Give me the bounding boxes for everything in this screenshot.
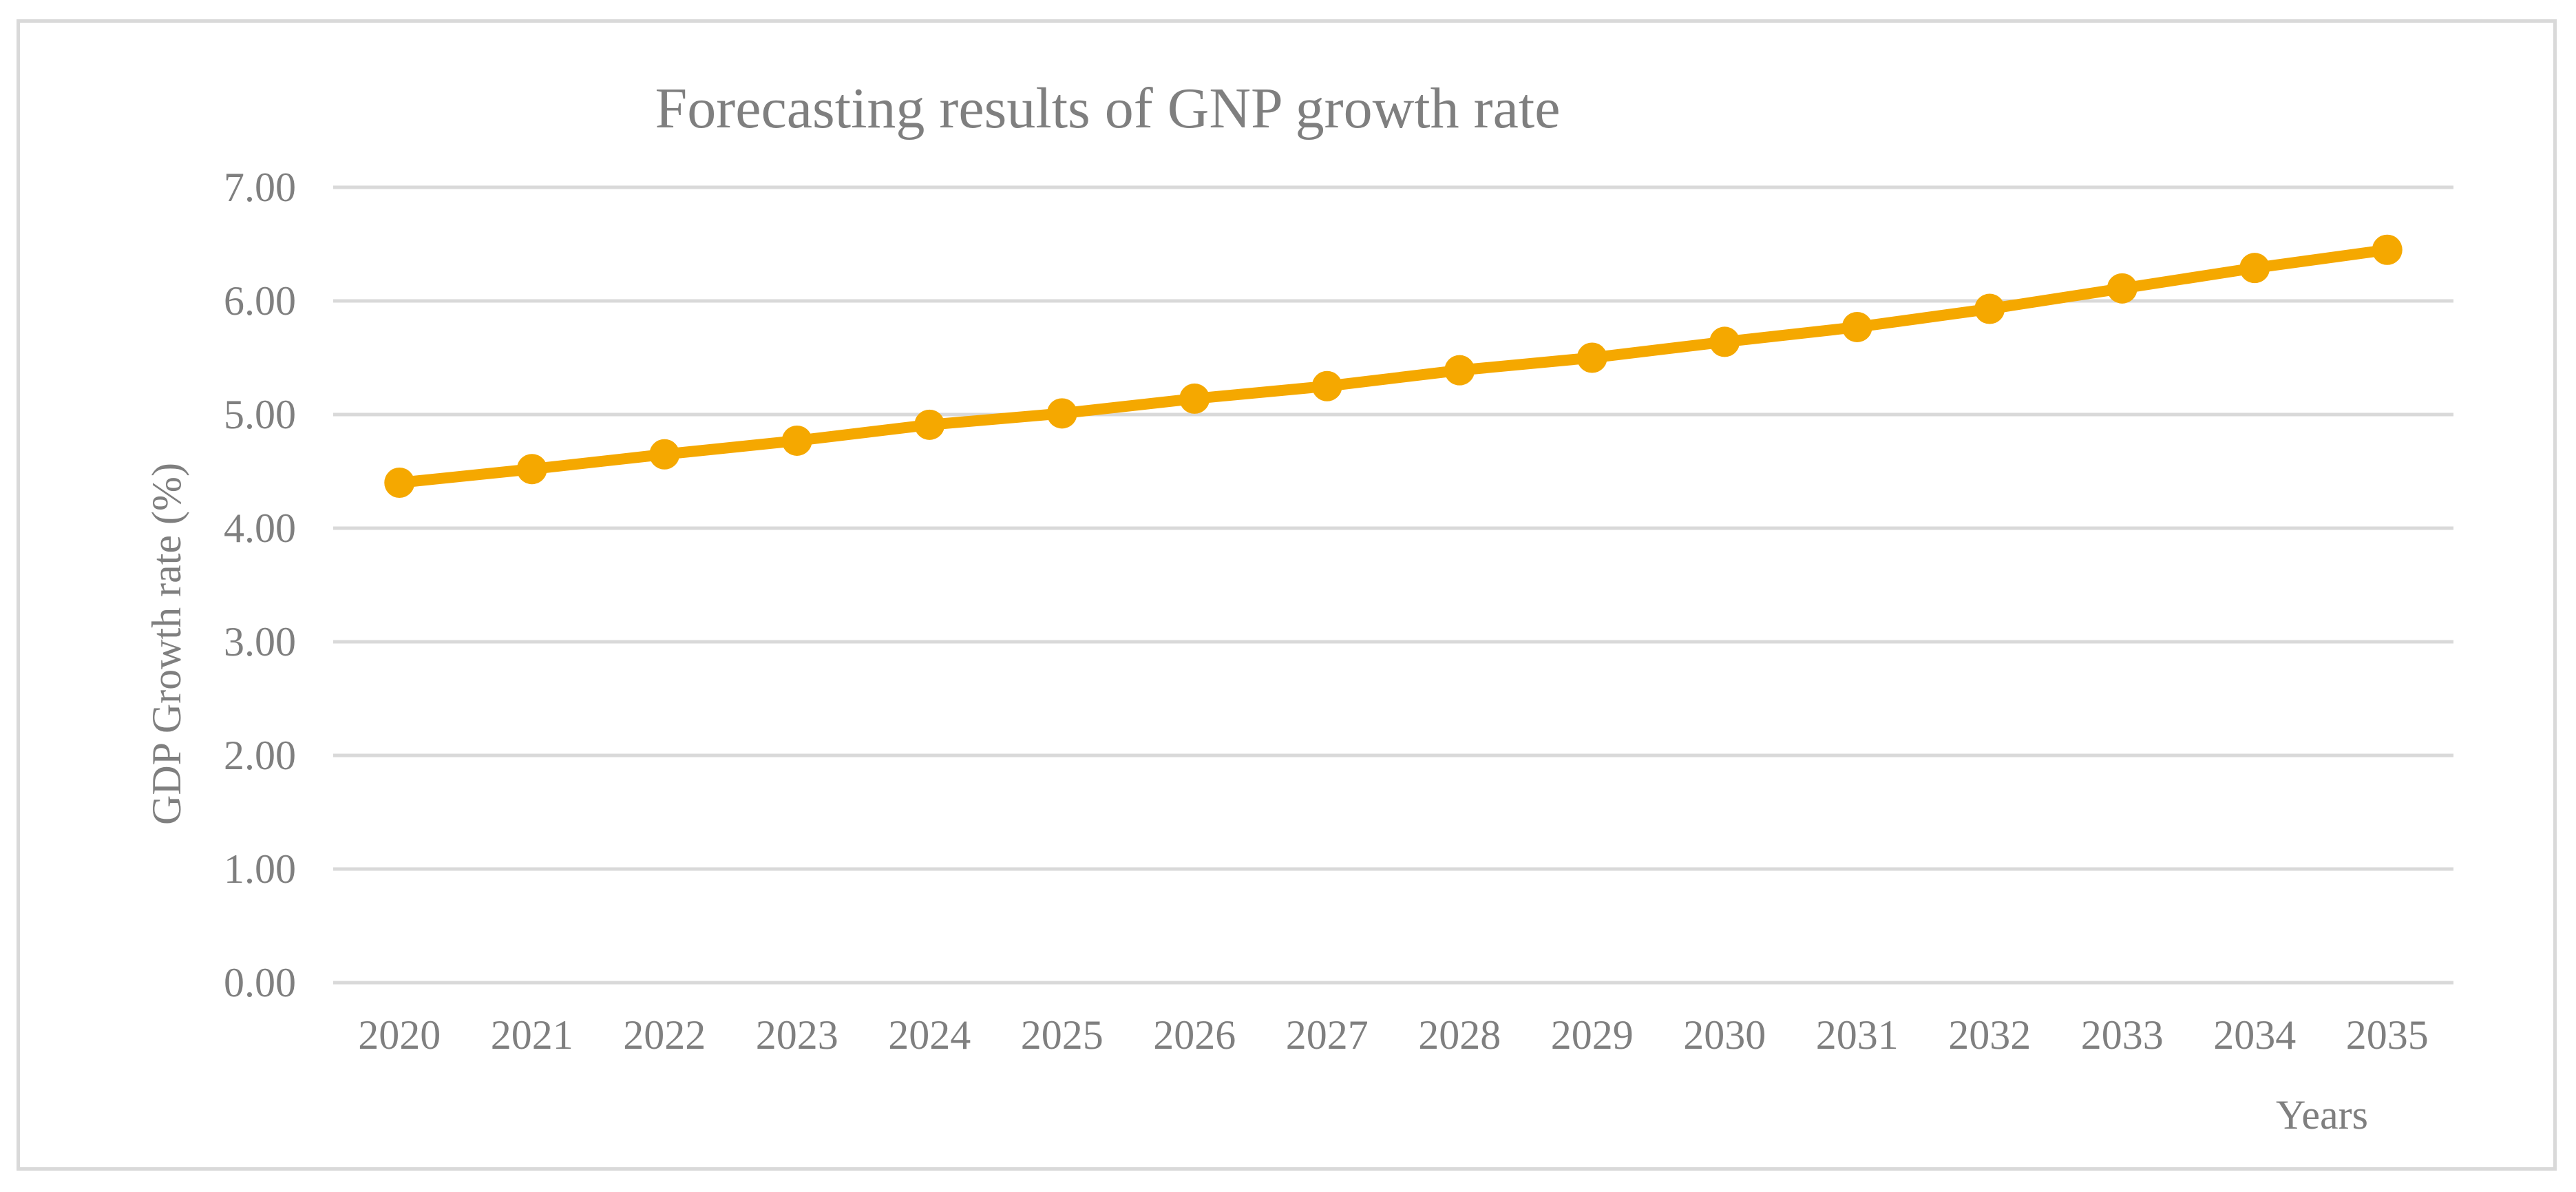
x-tick-label: 2035 (2346, 1012, 2429, 1058)
x-tick-label: 2024 (888, 1012, 971, 1058)
series-layer (384, 234, 2403, 498)
data-point-2034 (2239, 253, 2270, 284)
x-tick-label: 2022 (623, 1012, 706, 1058)
series-line (394, 244, 2393, 488)
data-point-2022 (649, 439, 680, 470)
chart-frame (17, 19, 2557, 1171)
data-point-2026 (1179, 383, 1210, 414)
x-axis-ticks: 2020 2021 2022 2023 2024 2025 2026 2027 2028 2029… (358, 1012, 2429, 1058)
data-point-2031 (1841, 311, 1872, 342)
data-point-2032 (1974, 293, 2005, 324)
data-point-2021 (516, 454, 547, 485)
data-point-2024 (914, 409, 945, 440)
x-tick-label: 2031 (1816, 1012, 1899, 1058)
x-axis-label: Years (2276, 1092, 2368, 1138)
y-tick-label: 5.00 (224, 392, 296, 437)
x-tick-label: 2023 (756, 1012, 838, 1058)
data-point-2030 (1709, 326, 1740, 357)
x-tick-label: 2025 (1021, 1012, 1104, 1058)
chart-title: Forecasting results of GNP growth rate (655, 76, 1561, 140)
y-tick-label: 3.00 (224, 619, 296, 665)
y-tick-label: 1.00 (224, 846, 296, 892)
data-point-2027 (1311, 370, 1342, 401)
x-tick-label: 2032 (1948, 1012, 2031, 1058)
y-tick-label: 7.00 (224, 165, 296, 210)
data-point-2035 (2372, 234, 2403, 265)
y-axis-label: GDP Growth rate (%) (144, 463, 189, 825)
y-tick-label: 6.00 (224, 278, 296, 324)
x-tick-label: 2029 (1551, 1012, 1634, 1058)
data-point-2025 (1046, 398, 1077, 429)
data-point-2020 (384, 468, 415, 498)
y-axis-ticks: 0.00 1.00 2.00 3.00 4.00 5.00 6.00 7.00 (224, 165, 296, 1005)
data-point-2029 (1576, 342, 1607, 373)
x-tick-label: 2021 (491, 1012, 573, 1058)
data-point-2023 (781, 425, 812, 456)
x-tick-label: 2026 (1153, 1012, 1236, 1058)
x-tick-label: 2027 (1286, 1012, 1369, 1058)
y-tick-label: 0.00 (224, 960, 296, 1005)
x-tick-label: 2028 (1418, 1012, 1501, 1058)
x-tick-label: 2020 (358, 1012, 441, 1058)
gridlines (333, 185, 2453, 985)
y-tick-label: 4.00 (224, 505, 296, 551)
y-tick-label: 2.00 (224, 733, 296, 778)
data-point-2033 (2107, 273, 2137, 304)
x-tick-label: 2030 (1683, 1012, 1766, 1058)
data-point-2028 (1444, 355, 1475, 386)
x-tick-label: 2034 (2213, 1012, 2296, 1058)
x-tick-label: 2033 (2081, 1012, 2164, 1058)
